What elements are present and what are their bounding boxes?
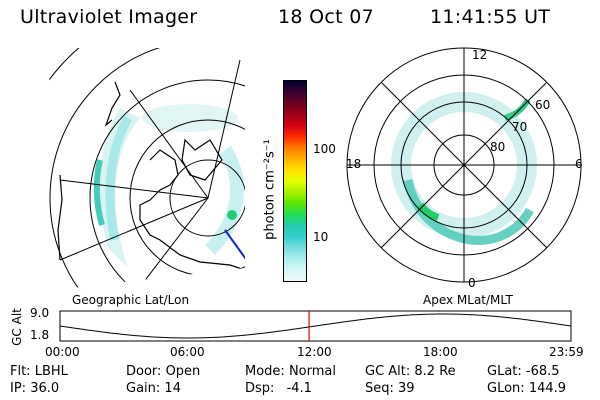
info-gc-alt: GC Alt: 8.2 Re: [365, 364, 456, 379]
altitude-xtick-1: 06:00: [170, 345, 205, 359]
app-title: Ultraviolet Imager: [20, 6, 198, 28]
info-ip: IP: 36.0: [10, 381, 60, 396]
left-panel-label: Geographic Lat/Lon: [72, 293, 190, 307]
altitude-xtick-0: 00:00: [45, 345, 80, 359]
info-glat: GLat: -68.5: [487, 364, 560, 379]
header-time: 11:41:55 UT: [430, 6, 551, 28]
altitude-curve: [59, 313, 572, 339]
mlt-label-right: 6: [575, 157, 583, 171]
info-seq: Seq: 39: [365, 381, 415, 396]
colorbar-tick-100: 100: [313, 142, 336, 156]
lat-label-70: 70: [512, 120, 528, 134]
info-flt: Flt: LBHL: [10, 364, 68, 379]
colorbar-tick-10: 10: [313, 230, 329, 244]
lat-label-80: 80: [490, 140, 506, 154]
altitude-xtick-4: 23:59: [549, 345, 584, 359]
right-panel-label: Apex MLat/MLT: [423, 293, 513, 307]
altitude-xtick-3: 18:00: [423, 345, 458, 359]
mlt-label-top: 12: [472, 48, 488, 62]
info-glon: GLon: 144.9: [487, 381, 567, 396]
mlt-label-bottom: 0: [468, 276, 476, 290]
apex-polar-content: [346, 47, 582, 283]
mlt-label-left: 18: [346, 157, 362, 171]
header-date: 18 Oct 07: [278, 6, 374, 28]
info-gain: Gain: 14: [126, 381, 181, 396]
altitude-ytick-9: 9.0: [30, 306, 50, 320]
info-mode: Mode: Normal: [245, 364, 336, 379]
lat-label-60: 60: [535, 98, 551, 112]
colorbar-gradient: [284, 81, 306, 281]
info-dsp: Dsp: -4.1: [245, 381, 312, 396]
altitude-xtick-2: 12:00: [297, 345, 332, 359]
colorbar: [283, 80, 307, 282]
altitude-ytick-1-8: 1.8: [30, 328, 50, 342]
info-door: Door: Open: [126, 364, 201, 379]
